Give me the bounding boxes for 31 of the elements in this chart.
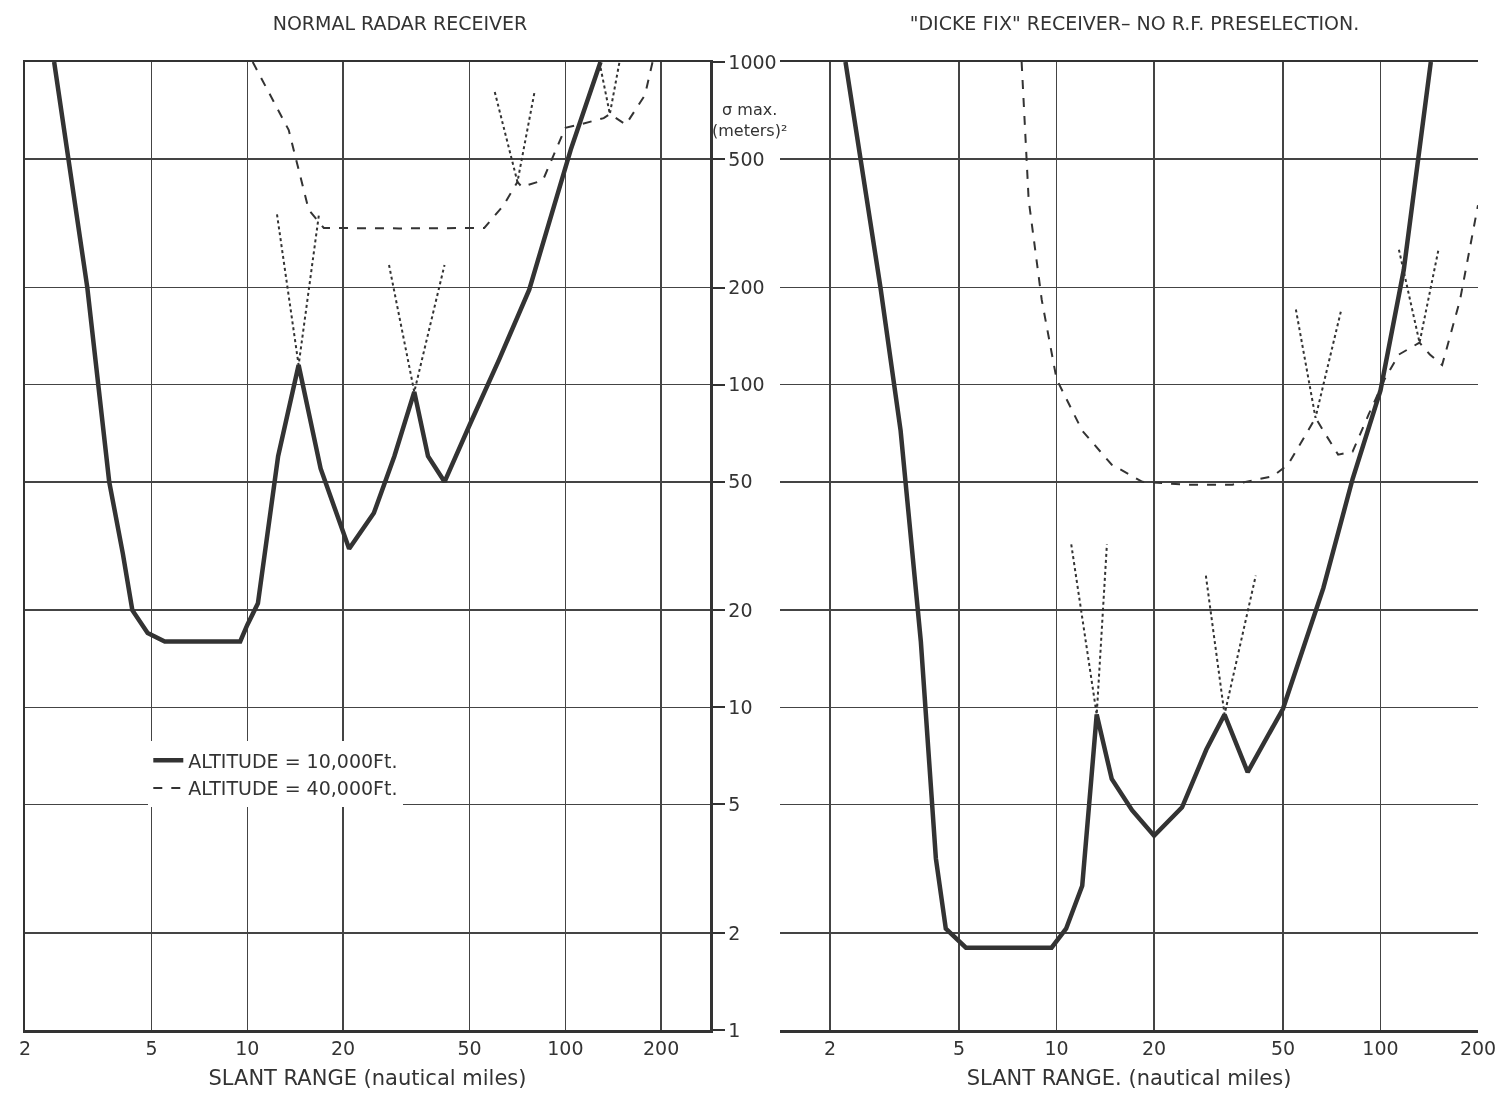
x-tick-label: 200 — [1459, 1037, 1497, 1060]
y-tick-label: 20 — [728, 598, 753, 621]
y-tick-label: 1000 — [728, 50, 777, 73]
y-tick-label: 500 — [728, 147, 765, 170]
x-axis-title: SLANT RANGE. (nautical miles) — [966, 1065, 1292, 1090]
x-tick-label: 100 — [1362, 1037, 1399, 1060]
x-axis-title: SLANT RANGE (nautical miles) — [208, 1065, 527, 1090]
y-tick-label: 100 — [728, 373, 765, 396]
x-tick-label: 2 — [18, 1037, 32, 1060]
x-tick-label: 50 — [457, 1037, 482, 1060]
legend-label: ALTITUDE = 40,000Ft. — [188, 777, 398, 800]
legend-label: ALTITUDE = 10,000Ft. — [188, 749, 398, 772]
x-tick-label: 10 — [235, 1037, 260, 1060]
chart-title: "DICKE FIX" RECEIVER– NO R.F. PRESELECTION. — [909, 12, 1360, 35]
y-tick-label: 1 — [728, 1018, 741, 1041]
x-tick-label: 5 — [145, 1037, 158, 1060]
x-tick-label: 50 — [1270, 1037, 1296, 1060]
y-tick-label: 50 — [728, 470, 753, 493]
x-tick-label: 20 — [1142, 1037, 1167, 1060]
x-tick-label: 20 — [330, 1037, 356, 1060]
x-tick-label: 100 — [547, 1037, 584, 1060]
y-tick-label: 200 — [728, 276, 765, 299]
y-tick-label: 10 — [728, 695, 753, 718]
y-tick-label: 5 — [728, 793, 741, 816]
x-tick-label: 5 — [953, 1037, 966, 1060]
y-axis-title: σ max. (meters)² — [712, 100, 788, 140]
y-tick-label: 2 — [728, 921, 741, 944]
x-tick-label: 2 — [824, 1037, 837, 1060]
x-tick-label: 10 — [1044, 1037, 1069, 1060]
x-tick-label: 200 — [642, 1037, 680, 1060]
chart-title: NORMAL RADAR RECEIVER — [272, 12, 528, 35]
